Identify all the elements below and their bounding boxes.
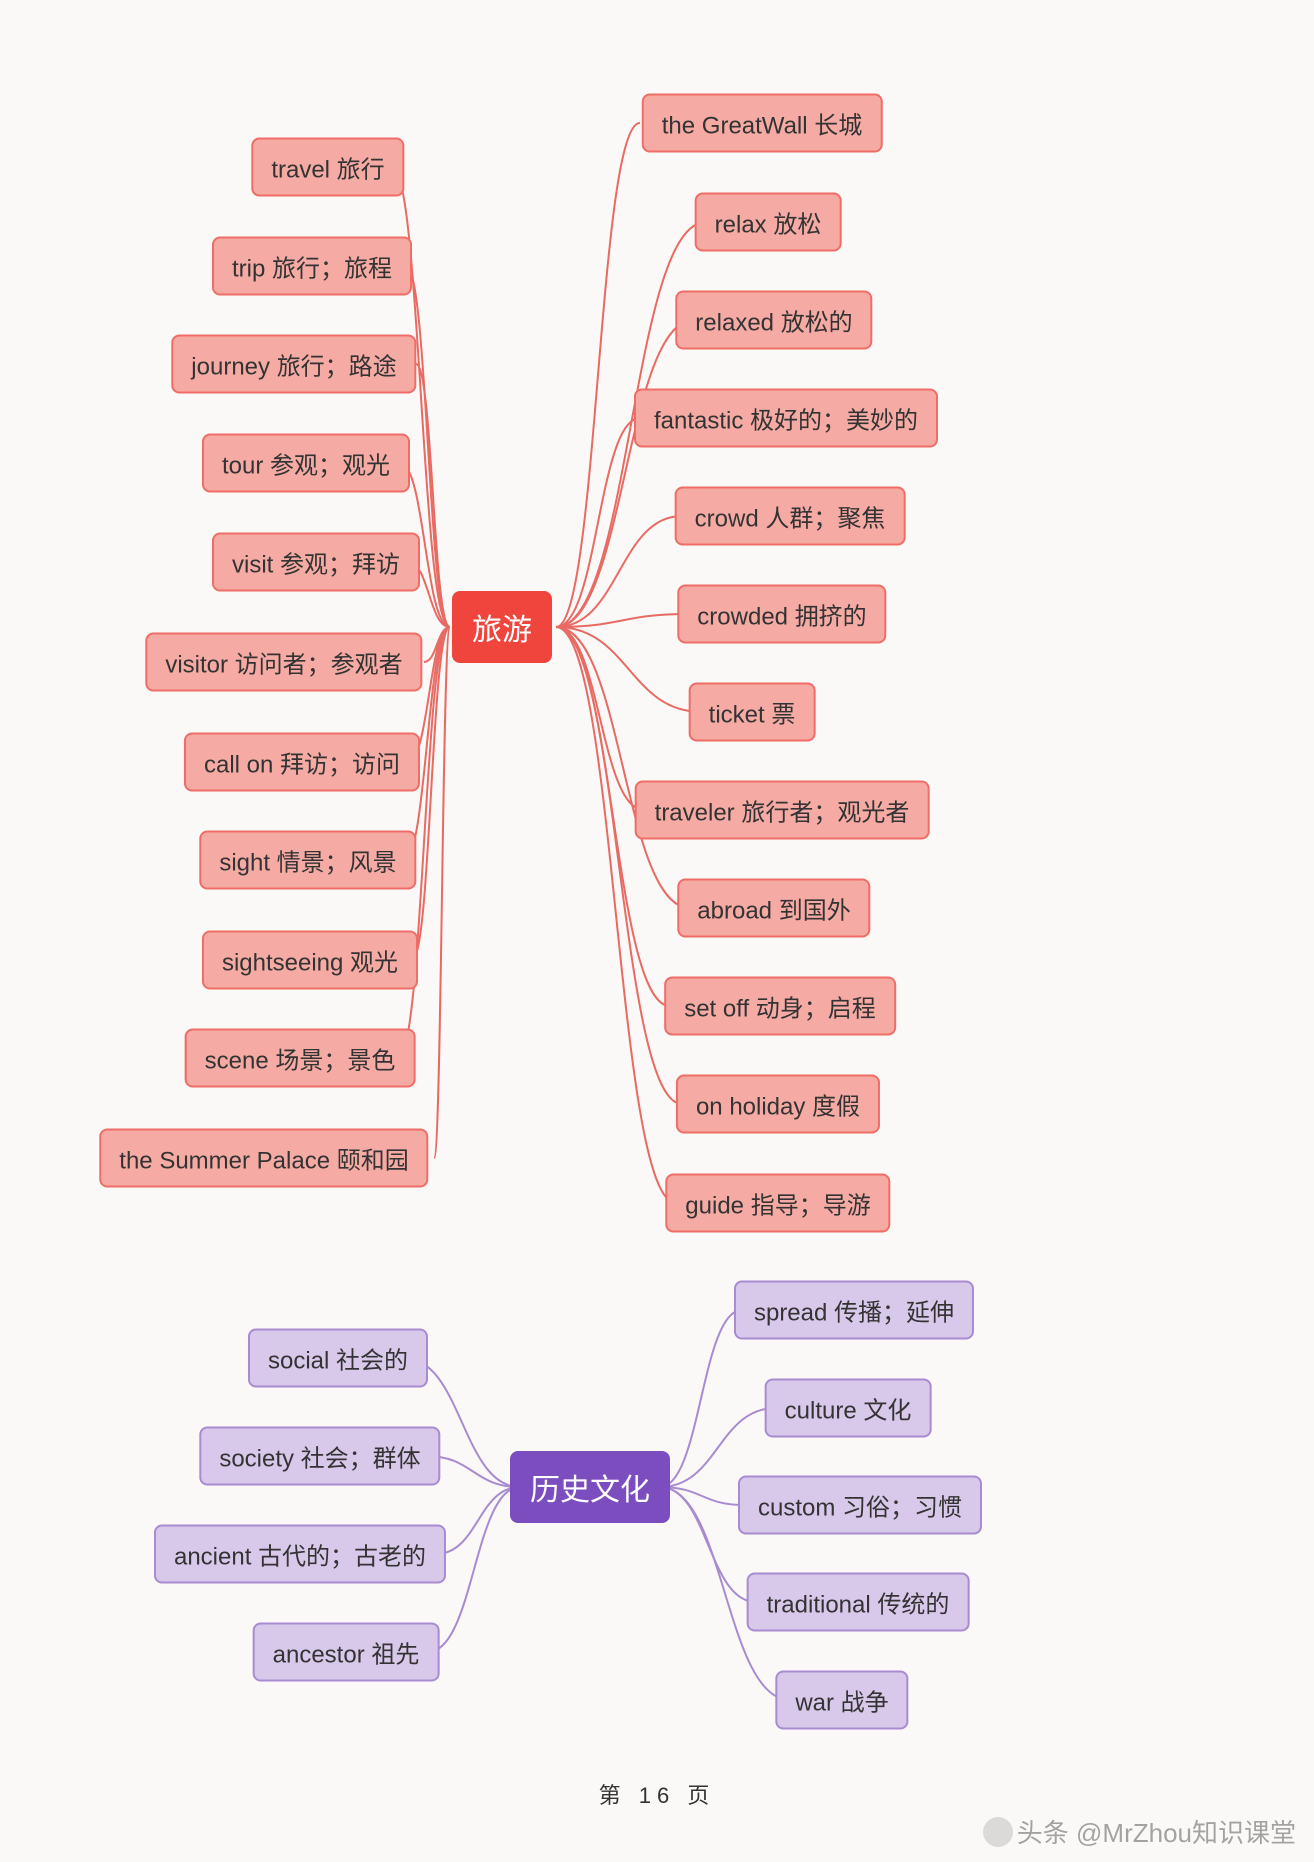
node-label: culture 文化 xyxy=(785,1398,912,1425)
mindmap-node-travel-r3: fantastic 极好的；美妙的 xyxy=(634,389,938,448)
mindmap-node-history-l2: ancient 古代的；古老的 xyxy=(154,1525,446,1584)
node-label: tour 参观；观光 xyxy=(222,453,390,480)
node-label: visitor 访问者；参观者 xyxy=(165,652,402,679)
center-label: 旅游 xyxy=(472,614,532,647)
node-label: on holiday 度假 xyxy=(696,1094,860,1121)
mindmap-node-travel-l8: sightseeing 观光 xyxy=(202,931,418,990)
mindmap-node-travel-l5: visitor 访问者；参观者 xyxy=(145,633,422,692)
node-label: crowd 人群；聚焦 xyxy=(695,506,886,533)
mindmap-node-travel-r7: traveler 旅行者；观光者 xyxy=(635,781,930,840)
node-layer: 旅游 travel 旅行 trip 旅行；旅程 journey 旅行；路途 tour 参… xyxy=(0,0,1314,1862)
mindmap-node-travel-l10: the Summer Palace 颐和园 xyxy=(99,1129,428,1188)
node-label: scene 场景；景色 xyxy=(205,1048,396,1075)
mindmap-node-history-r4: war 战争 xyxy=(775,1671,908,1730)
node-label: ancestor 祖先 xyxy=(273,1642,420,1669)
mindmap-node-travel-r2: relaxed 放松的 xyxy=(675,291,872,350)
node-label: ancient 古代的；古老的 xyxy=(174,1544,426,1571)
mindmap-node-history-r3: traditional 传统的 xyxy=(747,1573,970,1632)
mindmap-node-travel-r9: set off 动身；启程 xyxy=(664,977,896,1036)
mindmap-node-travel-r11: guide 指导；导游 xyxy=(665,1174,890,1233)
node-label: sightseeing 观光 xyxy=(222,950,398,977)
node-label: sight 情景；风景 xyxy=(219,850,396,877)
node-label: abroad 到国外 xyxy=(697,898,850,925)
mindmap-node-travel-r6: ticket 票 xyxy=(689,683,816,742)
mindmap-center-history: 历史文化 xyxy=(510,1451,670,1523)
mindmap-node-history-l0: social 社会的 xyxy=(248,1329,428,1388)
node-label: war 战争 xyxy=(795,1690,888,1717)
node-label: ticket 票 xyxy=(709,702,796,729)
watermark-logo-icon xyxy=(983,1817,1013,1847)
node-label: society 社会；群体 xyxy=(219,1446,420,1473)
node-label: relax 放松 xyxy=(715,212,822,239)
mindmap-node-travel-l7: sight 情景；风景 xyxy=(199,831,416,890)
mindmap-node-travel-l3: tour 参观；观光 xyxy=(202,434,410,493)
node-label: travel 旅行 xyxy=(271,157,384,184)
node-label: custom 习俗；习惯 xyxy=(758,1495,962,1522)
mindmap-node-travel-l6: call on 拜访；访问 xyxy=(184,733,420,792)
mindmap-node-history-r2: custom 习俗；习惯 xyxy=(738,1476,982,1535)
node-label: call on 拜访；访问 xyxy=(204,752,400,779)
node-label: guide 指导；导游 xyxy=(685,1193,870,1220)
node-label: set off 动身；启程 xyxy=(684,996,876,1023)
center-label: 历史文化 xyxy=(530,1474,650,1507)
watermark-text: 头条 @MrZhou知识课堂 xyxy=(1017,1813,1296,1850)
node-label: visit 参观；拜访 xyxy=(232,552,400,579)
node-label: the GreatWall 长城 xyxy=(662,113,863,140)
mindmap-node-travel-r10: on holiday 度假 xyxy=(676,1075,880,1134)
mindmap-node-travel-r4: crowd 人群；聚焦 xyxy=(675,487,906,546)
mindmap-node-travel-l1: trip 旅行；旅程 xyxy=(212,237,412,296)
node-label: social 社会的 xyxy=(268,1348,408,1375)
node-label: relaxed 放松的 xyxy=(695,310,852,337)
node-label: spread 传播；延伸 xyxy=(754,1300,954,1327)
node-label: crowded 拥挤的 xyxy=(697,604,866,631)
node-label: traditional 传统的 xyxy=(767,1592,950,1619)
mindmap-node-travel-l0: travel 旅行 xyxy=(251,138,404,197)
mindmap-node-travel-r5: crowded 拥挤的 xyxy=(677,585,886,644)
page-number: 第 16 页 xyxy=(599,1778,716,1810)
node-label: the Summer Palace 颐和园 xyxy=(119,1148,408,1175)
mindmap-node-travel-l9: scene 场景；景色 xyxy=(185,1029,416,1088)
mindmap-node-history-r0: spread 传播；延伸 xyxy=(734,1281,974,1340)
node-label: fantastic 极好的；美妙的 xyxy=(654,408,918,435)
mindmap-node-travel-r8: abroad 到国外 xyxy=(677,879,870,938)
watermark: 头条 @MrZhou知识课堂 xyxy=(983,1813,1296,1850)
mindmap-node-travel-r1: relax 放松 xyxy=(695,193,842,252)
mindmap-node-history-l3: ancestor 祖先 xyxy=(253,1623,440,1682)
mindmap-node-history-r1: culture 文化 xyxy=(765,1379,932,1438)
mindmap-node-travel-r0: the GreatWall 长城 xyxy=(642,94,883,153)
mindmap-center-travel: 旅游 xyxy=(452,591,552,663)
node-label: trip 旅行；旅程 xyxy=(232,256,392,283)
mindmap-node-history-l1: society 社会；群体 xyxy=(199,1427,440,1486)
mindmap-node-travel-l4: visit 参观；拜访 xyxy=(212,533,420,592)
mindmap-node-travel-l2: journey 旅行；路途 xyxy=(171,335,416,394)
node-label: journey 旅行；路途 xyxy=(191,354,396,381)
node-label: traveler 旅行者；观光者 xyxy=(655,800,910,827)
